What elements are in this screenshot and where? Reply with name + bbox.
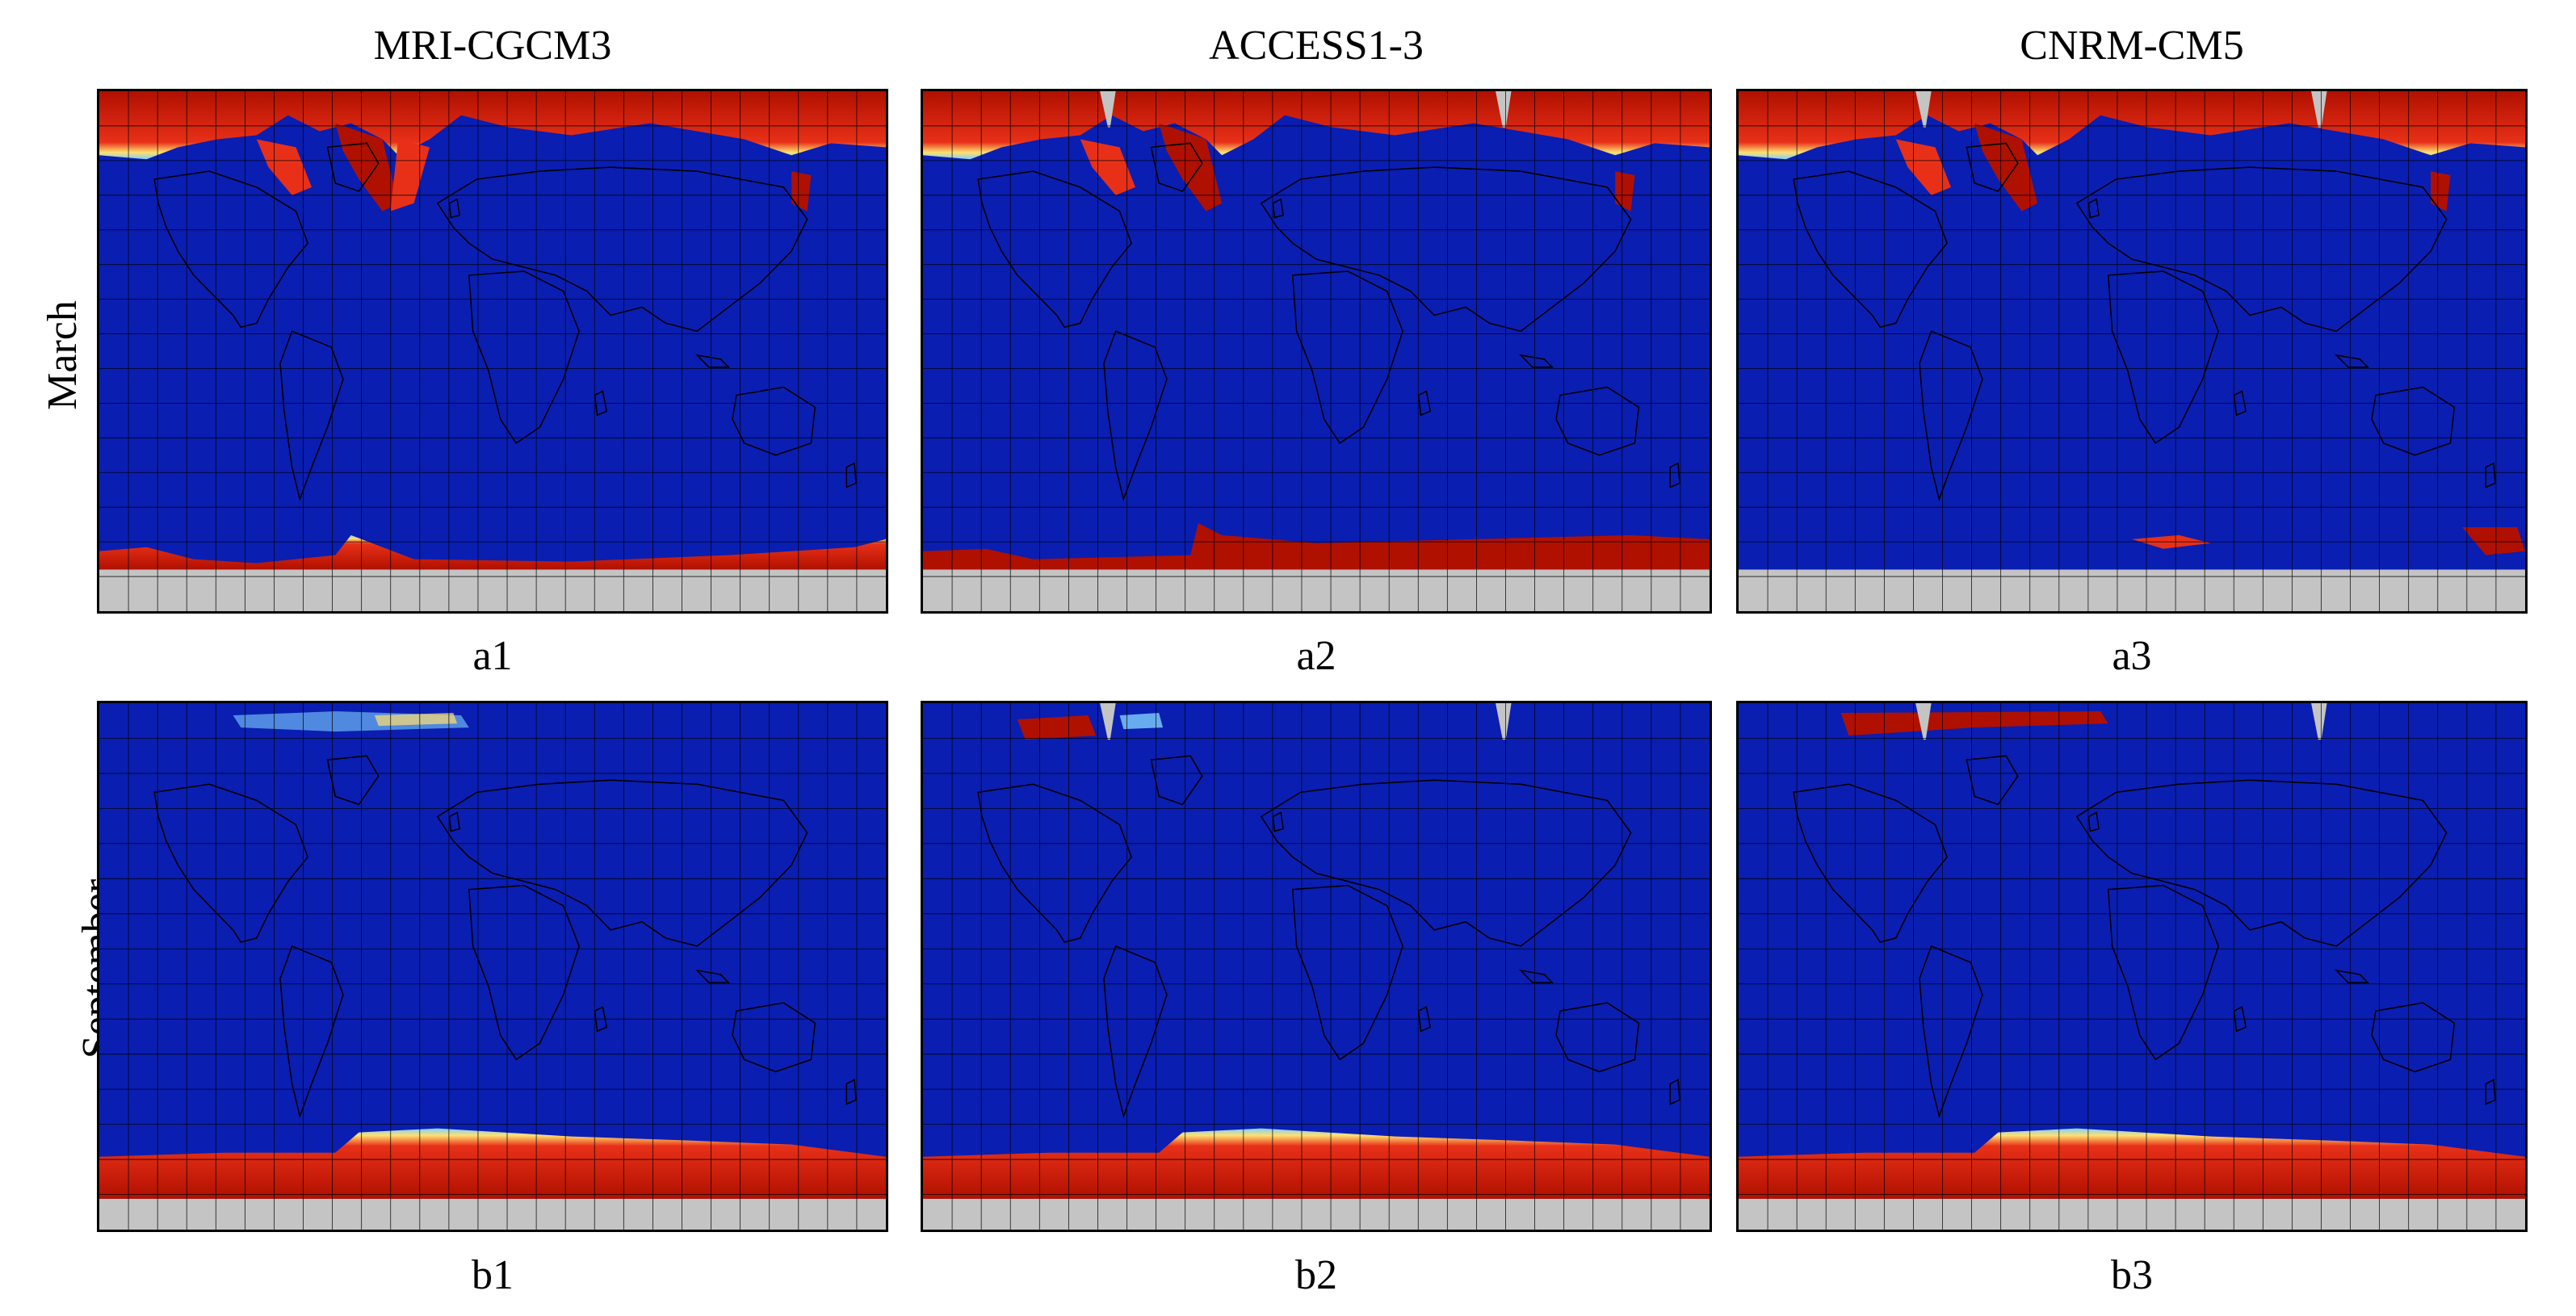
row-title-september: September bbox=[8, 879, 120, 1058]
coastline bbox=[1260, 166, 1632, 333]
coastline bbox=[732, 1002, 816, 1073]
coastline bbox=[845, 462, 857, 488]
graticule bbox=[99, 703, 886, 1230]
coastline bbox=[2233, 1005, 2247, 1033]
coastline bbox=[326, 755, 380, 806]
coastline bbox=[1518, 969, 1554, 983]
coastline bbox=[1555, 1002, 1640, 1073]
coastline bbox=[1793, 170, 1948, 329]
masked-region bbox=[923, 569, 1710, 611]
masked-region bbox=[923, 1198, 1710, 1230]
coastline bbox=[1555, 386, 1640, 456]
coastline bbox=[279, 330, 344, 501]
coastline bbox=[977, 170, 1132, 329]
graticule bbox=[923, 703, 1710, 1230]
coastline bbox=[1272, 198, 1284, 219]
coastline bbox=[845, 1079, 857, 1105]
graticule bbox=[1739, 91, 2525, 611]
coastline bbox=[2371, 386, 2456, 456]
map-panel-a3 bbox=[1736, 89, 2528, 614]
map-panel-b2 bbox=[921, 701, 1712, 1232]
map-a1 bbox=[99, 91, 886, 611]
coastline bbox=[2107, 884, 2219, 1061]
masked-region bbox=[99, 569, 886, 611]
coastline bbox=[2371, 1002, 2456, 1073]
coastline bbox=[2334, 969, 2370, 983]
map-panel-b3 bbox=[1736, 701, 2528, 1232]
coastline bbox=[594, 1005, 608, 1033]
coastline bbox=[1291, 884, 1403, 1061]
graticule bbox=[1739, 703, 2525, 1230]
coastline bbox=[1966, 755, 2019, 806]
map-b2 bbox=[923, 703, 1710, 1230]
column-title-2: ACCESS1-3 bbox=[1209, 23, 1424, 69]
coastline bbox=[1150, 755, 1203, 806]
coastline bbox=[1518, 354, 1554, 368]
coastline bbox=[1669, 1079, 1680, 1105]
panel-label-b2: b2 bbox=[1295, 1252, 1337, 1298]
coastline bbox=[2107, 270, 2219, 445]
map-b1 bbox=[99, 703, 886, 1230]
coastline bbox=[2485, 462, 2496, 488]
coastline bbox=[2087, 198, 2100, 219]
column-title-3: CNRM-CM5 bbox=[2020, 23, 2244, 69]
panel-label-a3: a3 bbox=[2112, 633, 2152, 679]
coastline bbox=[1669, 462, 1680, 488]
coastline bbox=[436, 779, 808, 947]
panel-label-b1: b1 bbox=[472, 1252, 514, 1298]
coastline bbox=[468, 270, 580, 445]
coastline bbox=[1919, 330, 1983, 501]
coastline bbox=[1103, 330, 1168, 501]
map-b3 bbox=[1739, 703, 2525, 1230]
coastline bbox=[2485, 1079, 2496, 1105]
coastline bbox=[279, 945, 344, 1119]
coastline bbox=[977, 783, 1132, 943]
map-panel-a1 bbox=[97, 89, 888, 614]
coastline bbox=[1260, 779, 1632, 947]
coastline bbox=[1417, 390, 1432, 417]
coastline bbox=[448, 811, 460, 832]
graticule bbox=[99, 91, 886, 611]
coastline bbox=[1103, 945, 1168, 1119]
coastline bbox=[694, 354, 731, 368]
coastline bbox=[2075, 166, 2448, 333]
masked-region bbox=[1739, 569, 2525, 611]
coastline bbox=[2233, 390, 2247, 417]
coastline bbox=[1272, 811, 1284, 832]
coastline bbox=[1966, 142, 2019, 192]
panel-label-a2: a2 bbox=[1296, 633, 1336, 679]
panel-label-a1: a1 bbox=[472, 633, 513, 679]
coastline bbox=[1793, 783, 1948, 943]
coastline bbox=[153, 170, 308, 329]
map-a2 bbox=[923, 91, 1710, 611]
coastline bbox=[2075, 779, 2448, 947]
coastline bbox=[448, 198, 460, 219]
map-panel-b1 bbox=[97, 701, 888, 1232]
coastline bbox=[468, 884, 580, 1061]
column-title-1: MRI-CGCM3 bbox=[373, 23, 612, 69]
panel-label-b3: b3 bbox=[2111, 1252, 2153, 1298]
graticule bbox=[923, 91, 1710, 611]
coastline bbox=[1150, 142, 1203, 192]
masked-region bbox=[99, 1198, 886, 1230]
map-a3 bbox=[1739, 91, 2525, 611]
coastline bbox=[732, 386, 816, 456]
coastline bbox=[326, 142, 380, 192]
map-panel-a2 bbox=[921, 89, 1712, 614]
coastline bbox=[153, 783, 308, 943]
coastline bbox=[594, 390, 608, 417]
row-title-march: March bbox=[39, 300, 86, 410]
coastline bbox=[2334, 354, 2370, 368]
coastline bbox=[694, 969, 731, 983]
coastline bbox=[1417, 1005, 1432, 1033]
coastline bbox=[1291, 270, 1403, 445]
coastline bbox=[1919, 945, 1983, 1119]
masked-region bbox=[1739, 1198, 2525, 1230]
coastline bbox=[2087, 811, 2100, 832]
coastline bbox=[436, 166, 808, 333]
